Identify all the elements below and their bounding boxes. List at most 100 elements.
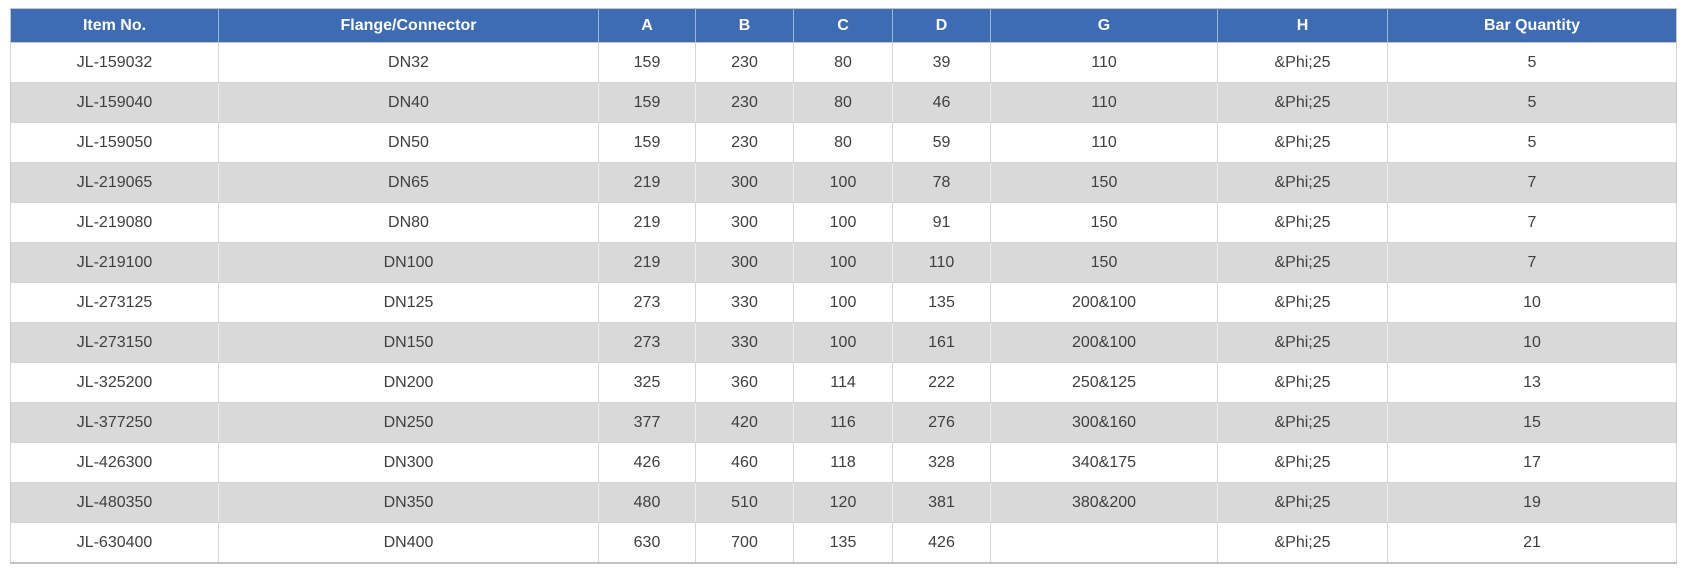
table-cell: 80 xyxy=(793,82,893,123)
table-cell: 250&125 xyxy=(990,362,1218,403)
table-cell: 230 xyxy=(695,42,794,83)
table-cell: 230 xyxy=(695,122,794,163)
table-cell: 300&160 xyxy=(990,402,1218,443)
column-header-b: B xyxy=(695,8,794,43)
table-cell: JL-219065 xyxy=(10,162,219,203)
table-cell xyxy=(990,522,1218,564)
table-cell: DN350 xyxy=(218,482,599,523)
table-cell: 10 xyxy=(1387,322,1677,363)
table-cell: 46 xyxy=(892,82,991,123)
table-cell: JL-273150 xyxy=(10,322,219,363)
column-header-bar-quantity: Bar Quantity xyxy=(1387,8,1677,43)
table-row: JL-273150 DN150 273 330 100 161 200&100 &Phi;25… xyxy=(10,322,1677,363)
table-cell: 78 xyxy=(892,162,991,203)
table-cell: DN50 xyxy=(218,122,599,163)
table-cell: 17 xyxy=(1387,442,1677,483)
table-cell: 135 xyxy=(892,282,991,323)
table-cell: 328 xyxy=(892,442,991,483)
table-cell: JL-219100 xyxy=(10,242,219,283)
table-cell: JL-273125 xyxy=(10,282,219,323)
table-row: JL-273125 DN125 273 330 100 135 200&100 &Phi;25… xyxy=(10,282,1677,323)
table-row: JL-426300 DN300 426 460 118 328 340&175 &Phi;25… xyxy=(10,442,1677,483)
table-cell: 120 xyxy=(793,482,893,523)
table-cell: DN32 xyxy=(218,42,599,83)
table-cell: 80 xyxy=(793,42,893,83)
table-cell: 230 xyxy=(695,82,794,123)
table-cell: 110 xyxy=(892,242,991,283)
table-cell: &Phi;25 xyxy=(1217,122,1388,163)
table-cell: DN80 xyxy=(218,202,599,243)
table-cell: &Phi;25 xyxy=(1217,282,1388,323)
header-row: Item No. Flange/Connector A B C D G H Ba… xyxy=(10,8,1677,43)
table-cell: 426 xyxy=(892,522,991,564)
table-row: JL-480350 DN350 480 510 120 381 380&200 &Phi;25… xyxy=(10,482,1677,523)
table-cell: 200&100 xyxy=(990,322,1218,363)
table-cell: &Phi;25 xyxy=(1217,482,1388,523)
table-cell: 700 xyxy=(695,522,794,564)
column-header-c: C xyxy=(793,8,893,43)
table-cell: 380&200 xyxy=(990,482,1218,523)
product-spec-table-container: Item No. Flange/Connector A B C D G H Ba… xyxy=(10,8,1677,564)
table-cell: 273 xyxy=(598,282,696,323)
table-cell: 80 xyxy=(793,122,893,163)
table-cell: 630 xyxy=(598,522,696,564)
table-cell: DN200 xyxy=(218,362,599,403)
table-cell: 330 xyxy=(695,282,794,323)
table-cell: 150 xyxy=(990,162,1218,203)
table-cell: DN40 xyxy=(218,82,599,123)
table-cell: 159 xyxy=(598,42,696,83)
table-cell: 7 xyxy=(1387,242,1677,283)
table-cell: JL-159050 xyxy=(10,122,219,163)
table-cell: 460 xyxy=(695,442,794,483)
table-cell: DN65 xyxy=(218,162,599,203)
table-row: JL-219100 DN100 219 300 100 110 150 &Phi;25 7 xyxy=(10,242,1677,283)
table-row: JL-630400 DN400 630 700 135 426 &Phi;25 21 xyxy=(10,522,1677,564)
column-header-h: H xyxy=(1217,8,1388,43)
table-cell: &Phi;25 xyxy=(1217,362,1388,403)
column-header-g: G xyxy=(990,8,1218,43)
table-cell: 19 xyxy=(1387,482,1677,523)
table-cell: 219 xyxy=(598,242,696,283)
table-cell: 150 xyxy=(990,202,1218,243)
table-cell: 100 xyxy=(793,162,893,203)
table-cell: 114 xyxy=(793,362,893,403)
table-cell: 300 xyxy=(695,242,794,283)
table-cell: 10 xyxy=(1387,282,1677,323)
table-cell: 330 xyxy=(695,322,794,363)
table-row: JL-159032 DN32 159 230 80 39 110 &Phi;25 5 xyxy=(10,42,1677,83)
table-cell: DN150 xyxy=(218,322,599,363)
table-cell: 360 xyxy=(695,362,794,403)
table-cell: &Phi;25 xyxy=(1217,242,1388,283)
table-cell: 7 xyxy=(1387,162,1677,203)
table-cell: 100 xyxy=(793,322,893,363)
table-header: Item No. Flange/Connector A B C D G H Ba… xyxy=(10,8,1677,43)
table-cell: 100 xyxy=(793,282,893,323)
table-cell: DN400 xyxy=(218,522,599,564)
table-cell: JL-480350 xyxy=(10,482,219,523)
table-cell: 377 xyxy=(598,402,696,443)
table-cell: 100 xyxy=(793,242,893,283)
table-cell: 161 xyxy=(892,322,991,363)
table-cell: &Phi;25 xyxy=(1217,42,1388,83)
table-cell: JL-325200 xyxy=(10,362,219,403)
table-cell: 100 xyxy=(793,202,893,243)
table-cell: JL-377250 xyxy=(10,402,219,443)
table-cell: 300 xyxy=(695,202,794,243)
table-cell: 110 xyxy=(990,82,1218,123)
table-cell: 21 xyxy=(1387,522,1677,564)
table-cell: JL-426300 xyxy=(10,442,219,483)
column-header-flange-connector: Flange/Connector xyxy=(218,8,599,43)
table-cell: 110 xyxy=(990,122,1218,163)
table-cell: &Phi;25 xyxy=(1217,82,1388,123)
table-cell: 159 xyxy=(598,122,696,163)
table-cell: 91 xyxy=(892,202,991,243)
table-cell: 15 xyxy=(1387,402,1677,443)
table-cell: &Phi;25 xyxy=(1217,322,1388,363)
table-cell: 510 xyxy=(695,482,794,523)
table-cell: JL-159032 xyxy=(10,42,219,83)
table-cell: 480 xyxy=(598,482,696,523)
table-cell: 116 xyxy=(793,402,893,443)
table-cell: 219 xyxy=(598,202,696,243)
table-row: JL-219065 DN65 219 300 100 78 150 &Phi;25 7 xyxy=(10,162,1677,203)
table-cell: 340&175 xyxy=(990,442,1218,483)
